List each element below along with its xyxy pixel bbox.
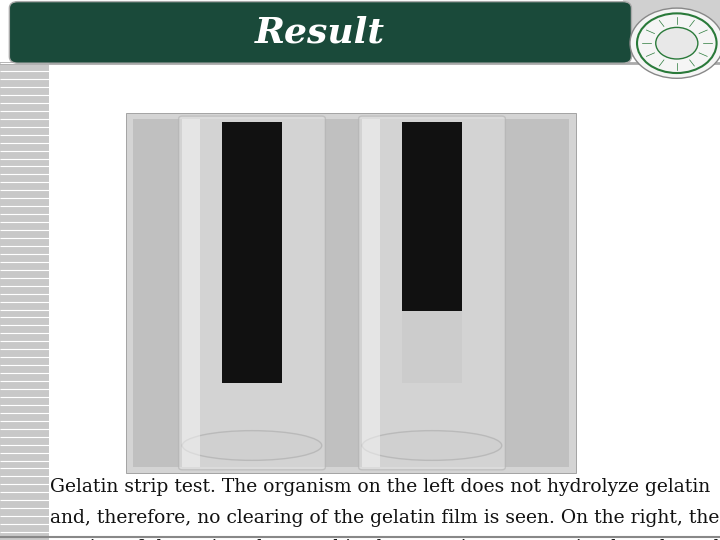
- FancyBboxPatch shape: [9, 2, 631, 63]
- FancyBboxPatch shape: [222, 122, 282, 383]
- FancyBboxPatch shape: [126, 113, 576, 472]
- Circle shape: [630, 8, 720, 78]
- FancyBboxPatch shape: [402, 311, 462, 383]
- Text: Gelatin strip test. The organism on the left does not hydrolyze gelatin: Gelatin strip test. The organism on the …: [50, 478, 711, 496]
- FancyBboxPatch shape: [0, 63, 49, 540]
- FancyBboxPatch shape: [182, 119, 199, 467]
- FancyBboxPatch shape: [359, 116, 505, 470]
- FancyBboxPatch shape: [362, 119, 379, 467]
- Ellipse shape: [182, 431, 322, 460]
- FancyBboxPatch shape: [402, 122, 462, 311]
- FancyBboxPatch shape: [623, 0, 720, 57]
- FancyBboxPatch shape: [179, 116, 325, 470]
- FancyBboxPatch shape: [133, 119, 569, 467]
- Ellipse shape: [362, 431, 502, 460]
- Text: and, therefore, no clearing of the gelatin film is seen. On the right, the: and, therefore, no clearing of the gelat…: [50, 509, 720, 526]
- Text: portion of the strip submersed in the organism suspension has cleared,: portion of the strip submersed in the or…: [50, 539, 720, 540]
- Text: Result: Result: [256, 16, 385, 49]
- Circle shape: [656, 28, 698, 59]
